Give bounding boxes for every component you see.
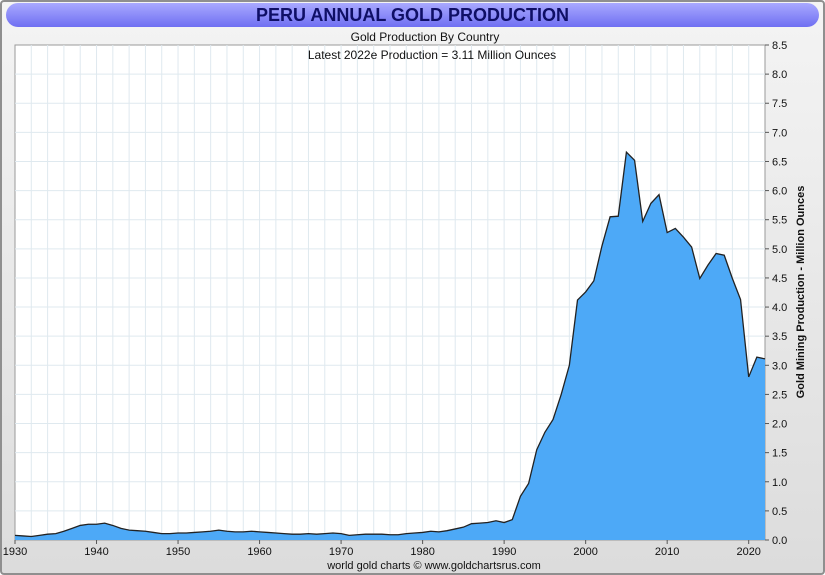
y-tick-label: 4.5	[772, 273, 787, 285]
y-tick-label: 8.0	[772, 69, 787, 81]
x-tick-label: 2000	[573, 546, 597, 558]
y-tick-label: 5.0	[772, 244, 787, 256]
y-tick-label: 1.0	[772, 477, 787, 489]
footer-credit: world gold charts © www.goldchartsrus.co…	[326, 560, 541, 572]
x-tick-label: 1980	[410, 546, 434, 558]
y-tick-label: 2.0	[772, 419, 787, 431]
x-tick-label: 1960	[247, 546, 271, 558]
x-tick-label: 1950	[166, 546, 190, 558]
y-tick-label: 3.5	[772, 331, 787, 343]
x-tick-label: 1970	[329, 546, 353, 558]
y-tick-label: 6.5	[772, 156, 787, 168]
y-tick-label: 7.5	[772, 98, 787, 110]
y-tick-label: 4.0	[772, 302, 787, 314]
y-tick-label: 3.0	[772, 360, 787, 372]
y-tick-label: 5.5	[772, 215, 787, 227]
y-tick-label: 7.0	[772, 127, 787, 139]
x-axis-ticks: 1930 1940 1950 1960 1970 1980 1990 2000 2010 2020	[3, 540, 761, 558]
subtitle-line-2: Latest 2022e Production = 3.11 Million O…	[308, 48, 556, 62]
x-tick-label: 1990	[492, 546, 516, 558]
y-axis-ticks: 0.0 0.5 1.0 1.5 2.0 2.5 3.0 3.5 4.0 4.5 5.0 5.5 6.0 6…	[765, 40, 787, 547]
y-tick-label: 1.5	[772, 448, 787, 460]
production-line	[14, 150, 766, 538]
production-area	[15, 152, 765, 540]
y-axis-title: Gold Mining Production - Million Ounces	[795, 186, 807, 399]
x-tick-label: 2010	[655, 546, 679, 558]
subtitle-line-1: Gold Production By Country	[351, 30, 500, 44]
x-tick-label: 1940	[84, 546, 108, 558]
title-bar: PERU ANNUAL GOLD PRODUCTION	[6, 3, 819, 27]
y-tick-label: 6.0	[772, 186, 787, 198]
y-tick-label: 0.0	[772, 535, 787, 547]
y-tick-label: 8.5	[772, 40, 787, 52]
chart-title: PERU ANNUAL GOLD PRODUCTION	[255, 4, 569, 25]
x-tick-label: 1930	[3, 546, 27, 558]
y-tick-label: 0.5	[772, 506, 787, 518]
x-tick-label: 2020	[736, 546, 760, 558]
y-tick-label: 2.5	[772, 389, 787, 401]
